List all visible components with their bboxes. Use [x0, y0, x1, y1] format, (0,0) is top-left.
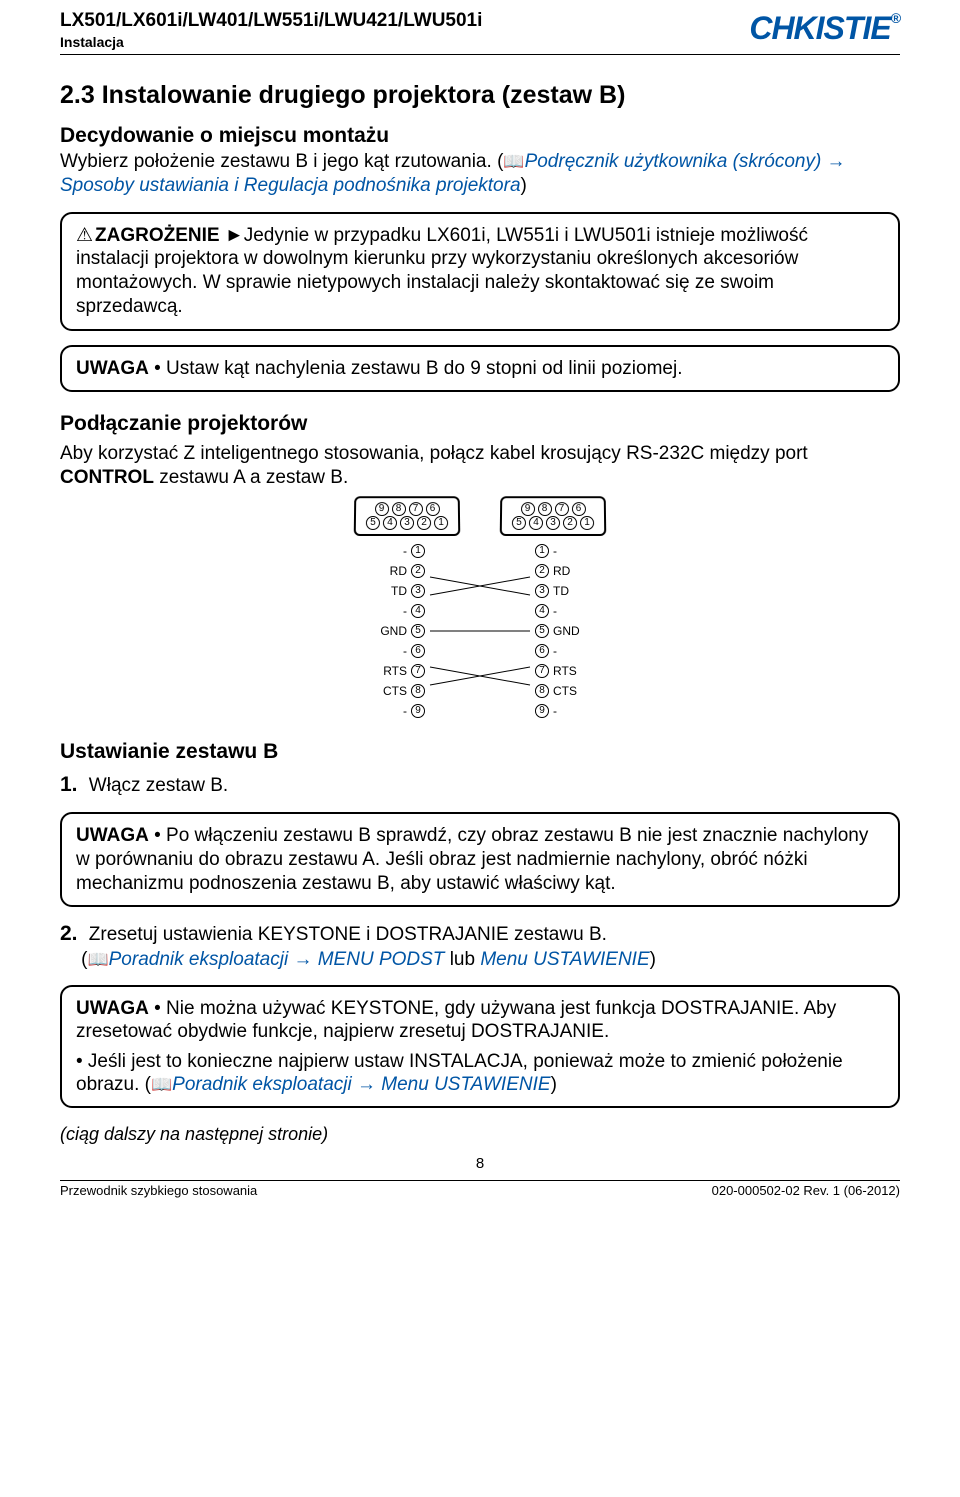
pin-labels-right: 1- 2RD 3TD 4- 5GND 6- 7RTS 8CTS 9- [535, 542, 584, 720]
connect-body: Aby korzystać Z inteligentnego stosowani… [60, 442, 900, 490]
db9-right: 9876 54321 [500, 496, 607, 536]
page-header: LX501/LX601i/LW401/LW551i/LWU421/LWU501i… [60, 10, 900, 55]
crossover-wires [425, 550, 535, 712]
page-number: 8 [60, 1155, 900, 1172]
warning-box: ⚠ZAGROŻENIE ►Jedynie w przypadku LX601i,… [60, 212, 900, 331]
setb-title: Ustawianie zestawu B [60, 740, 900, 764]
footer-left: Przewodnik szybkiego stosowania [60, 1183, 257, 1198]
brand-logo: CHKISTIE® [749, 10, 900, 47]
section-heading: 2.3 Instalowanie drugiego projektora (ze… [60, 81, 900, 110]
footer-right: 020-000502-02 Rev. 1 (06-2012) [712, 1183, 900, 1198]
wiring-diagram: 9876 54321 9876 54321 -1 RD2 TD3 -4 GND5… [60, 496, 900, 720]
db9-left: 9876 54321 [354, 496, 461, 536]
warning-icon: ⚠ [76, 224, 93, 248]
note-box-1: UWAGA • Ustaw kąt nachylenia zestawu B d… [60, 345, 900, 393]
decide-subhead: Decydowanie o miejscu montażu [60, 124, 900, 148]
note-box-2: UWAGA • Po włączeniu zestawu B sprawdź, … [60, 812, 900, 907]
book-icon: 📖 [151, 1075, 172, 1094]
pin-labels-left: -1 RD2 TD3 -4 GND5 -6 RTS7 CTS8 -9 [376, 542, 425, 720]
connect-title: Podłączanie projektorów [60, 412, 900, 436]
book-icon: 📖 [503, 152, 524, 171]
model-list: LX501/LX601i/LW401/LW551i/LWU421/LWU501i [60, 10, 482, 32]
note-box-3: UWAGA • Nie można używać KEYSTONE, gdy u… [60, 985, 900, 1108]
header-subtitle: Instalacja [60, 34, 482, 50]
step-2: 2. Zresetuj ustawienia KEYSTONE i DOSTRA… [60, 921, 900, 971]
page-footer: Przewodnik szybkiego stosowania 020-0005… [60, 1180, 900, 1198]
book-icon: 📖 [87, 950, 108, 969]
continued-note: (ciąg dalszy na następnej stronie) [60, 1124, 900, 1145]
decide-text: Wybierz położenie zestawu B i jego kąt r… [60, 150, 900, 198]
step-1: 1. Włącz zestaw B. [60, 772, 900, 798]
